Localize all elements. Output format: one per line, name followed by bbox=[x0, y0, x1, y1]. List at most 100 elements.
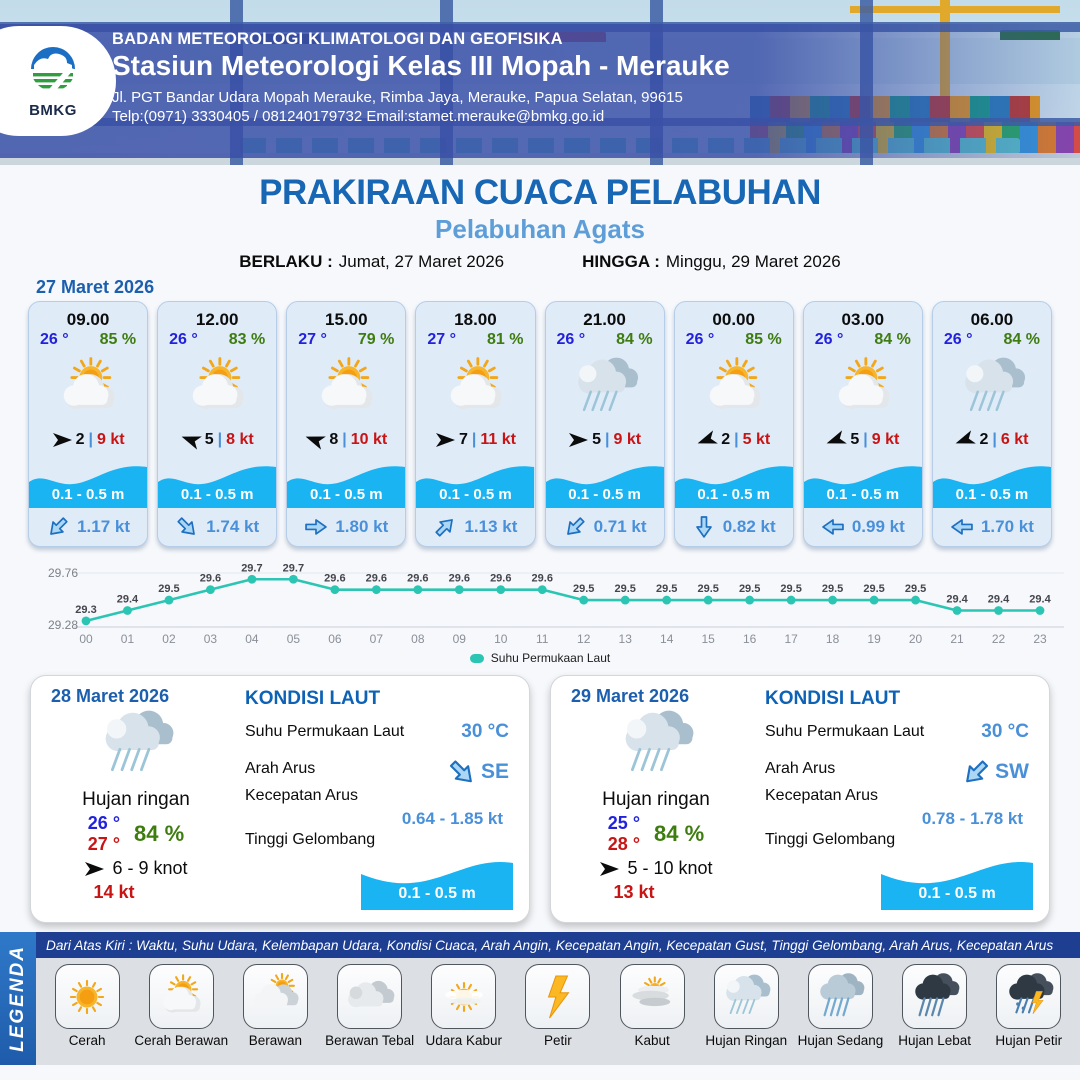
card-time: 12.00 bbox=[195, 310, 239, 329]
title-block: PRAKIRAAN CUACA PELABUHAN Pelabuhan Agat… bbox=[0, 165, 1080, 272]
svg-text:19: 19 bbox=[867, 632, 881, 646]
wind-gust: 6 kt bbox=[1000, 431, 1029, 448]
hourly-forecast-row: 09.00 26 ° 85 % 2 | 9 kt 0.1 - 0.5 m 1.1… bbox=[0, 301, 1080, 547]
card-time: 18.00 bbox=[454, 310, 497, 329]
svg-text:29.6: 29.6 bbox=[407, 573, 428, 585]
current-direction-value: SE bbox=[480, 760, 509, 784]
berawan-icon bbox=[242, 964, 308, 1029]
svg-text:29.5: 29.5 bbox=[863, 583, 884, 595]
wave-band: 0.1 - 0.5 m bbox=[287, 456, 406, 508]
sst-chart: 29.76 29.28 29.3 00 29.4 01 29.5 02 29.6 03 29.7 04… bbox=[48, 562, 1064, 646]
svg-text:29.5: 29.5 bbox=[905, 583, 926, 595]
wind-row: 5 | 9 kt bbox=[568, 427, 641, 453]
legend-item-label: Hujan Lebat bbox=[898, 1033, 972, 1048]
wave-band: 0.1 - 0.5 m bbox=[674, 456, 793, 508]
card-temperature: 26 ° bbox=[40, 331, 69, 348]
current-row: 1.13 kt bbox=[416, 508, 534, 546]
legend-item-label: Berawan Tebal bbox=[325, 1033, 415, 1048]
svg-text:23: 23 bbox=[1033, 632, 1047, 646]
cerah-icon bbox=[54, 964, 120, 1029]
wave-band: 0.1 - 0.5 m bbox=[881, 854, 1033, 910]
legend-item-label: Hujan Sedang bbox=[797, 1033, 884, 1048]
forecast-card: 12.00 26 ° 83 % 5 | 8 kt 0.1 - 0.5 m 1.7… bbox=[157, 301, 278, 547]
hingga-value: Minggu, 29 Maret 2026 bbox=[665, 252, 841, 271]
svg-text:29.5: 29.5 bbox=[656, 583, 677, 595]
legend-item-label: Cerah bbox=[68, 1033, 106, 1048]
station-name: Stasiun Meteorologi Kelas III Mopah - Me… bbox=[112, 50, 730, 81]
card-humidity: 85 % bbox=[99, 331, 137, 348]
svg-text:00: 00 bbox=[79, 632, 93, 646]
legend-item: Udara Kabur bbox=[417, 964, 510, 1048]
wave-height-value: 0.1 - 0.5 m bbox=[918, 885, 996, 902]
cerah-berawan-icon bbox=[437, 349, 513, 427]
current-speed: 0.82 kt bbox=[722, 517, 776, 536]
card-temperature: 27 ° bbox=[298, 331, 327, 348]
svg-text:29.6: 29.6 bbox=[200, 573, 221, 585]
station-address: Jl. PGT Bandar Udara Mopah Merauke, Rimb… bbox=[112, 89, 683, 106]
wind-direction-icon bbox=[435, 432, 455, 448]
card-humidity: 85 % bbox=[745, 331, 782, 348]
wind-gust: 5 kt bbox=[742, 431, 771, 448]
wave-height: 0.1 - 0.5 m bbox=[826, 486, 900, 503]
agency-name: BADAN METEOROLOGI KLIMATOLOGI DAN GEOFIS… bbox=[112, 30, 563, 48]
legend-series-label: Suhu Permukaan Laut bbox=[490, 651, 611, 665]
legend-section: LEGENDA Dari Atas Kiri : Waktu, Suhu Uda… bbox=[0, 932, 1080, 1065]
daily-condition: Hujan ringan bbox=[602, 789, 710, 810]
udara-kabur-icon bbox=[431, 964, 497, 1029]
hujan-ringan-icon bbox=[551, 702, 761, 793]
svg-text:29.7: 29.7 bbox=[283, 562, 304, 574]
daily-date: 28 Maret 2026 bbox=[51, 686, 170, 706]
current-speed-label: Kecepatan Arus bbox=[765, 786, 878, 804]
daily-wind-range: 6 - 9 knot bbox=[112, 858, 188, 878]
berlaku-label: BERLAKU : bbox=[239, 252, 333, 271]
forecast-date: 27 Maret 2026 bbox=[36, 277, 155, 297]
wave-height: 0.1 - 0.5 m bbox=[310, 486, 383, 503]
svg-text:29.6: 29.6 bbox=[449, 573, 470, 585]
svg-text:29.5: 29.5 bbox=[573, 583, 594, 595]
svg-text:29.5: 29.5 bbox=[822, 583, 843, 595]
card-humidity: 84 % bbox=[616, 331, 653, 348]
petir-icon bbox=[525, 964, 591, 1029]
svg-text:09: 09 bbox=[453, 632, 467, 646]
legend-item-label: Petir bbox=[544, 1033, 572, 1048]
legend-item: Hujan Lebat bbox=[888, 964, 981, 1048]
current-speed-value: 0.64 - 1.85 kt bbox=[401, 808, 503, 828]
forecast-card: 21.00 26 ° 84 % 5 | 9 kt 0.1 - 0.5 m 0.7… bbox=[544, 301, 665, 547]
hujan-ringan-icon bbox=[713, 964, 779, 1029]
current-direction-icon bbox=[304, 517, 328, 537]
wind-speed: 5 bbox=[592, 431, 601, 448]
current-direction-icon bbox=[694, 515, 714, 539]
svg-text:29.4: 29.4 bbox=[946, 594, 968, 606]
card-time: 15.00 bbox=[325, 310, 368, 329]
svg-text:15: 15 bbox=[701, 632, 715, 646]
wave-band: 0.1 - 0.5 m bbox=[932, 456, 1051, 508]
wave-height-value: 0.1 - 0.5 m bbox=[398, 885, 476, 902]
legend-item: Kabut bbox=[606, 964, 699, 1048]
svg-text:29.5: 29.5 bbox=[615, 583, 636, 595]
temp-min: 26 ° bbox=[87, 813, 121, 833]
legend-item: Hujan Ringan bbox=[700, 964, 793, 1048]
berlaku-value: Jumat, 27 Maret 2026 bbox=[338, 252, 505, 271]
wind-direction-icon bbox=[84, 861, 105, 877]
svg-text:29.7: 29.7 bbox=[241, 562, 262, 574]
wave-height: 0.1 - 0.5 m bbox=[439, 486, 512, 503]
cerah-berawan-icon bbox=[696, 349, 772, 427]
current-speed: 1.80 kt bbox=[335, 517, 389, 536]
wind-speed: 2 bbox=[721, 431, 731, 448]
wind-direction-icon bbox=[953, 429, 977, 451]
wave-band: 0.1 - 0.5 m bbox=[416, 456, 535, 508]
card-time: 09.00 bbox=[66, 310, 110, 329]
header-text: BADAN METEOROLOGI KLIMATOLOGI DAN GEOFIS… bbox=[112, 30, 730, 125]
svg-text:29.5: 29.5 bbox=[158, 583, 179, 595]
hujan-ringan-icon bbox=[31, 702, 241, 793]
wind-row: 2 | 5 kt bbox=[697, 427, 770, 453]
legend-item: Hujan Sedang bbox=[794, 964, 887, 1048]
sst-value: 30 °C bbox=[981, 721, 1029, 742]
wind-row: 2 | 6 kt bbox=[955, 427, 1028, 453]
wave-height: 0.1 - 0.5 m bbox=[955, 486, 1029, 503]
svg-text:29.6: 29.6 bbox=[366, 573, 387, 585]
wave-band: 0.1 - 0.5 m bbox=[361, 854, 513, 910]
hujan-lebat-icon bbox=[902, 964, 968, 1029]
daily-condition: Hujan ringan bbox=[82, 789, 190, 810]
current-direction-icon bbox=[430, 511, 461, 542]
